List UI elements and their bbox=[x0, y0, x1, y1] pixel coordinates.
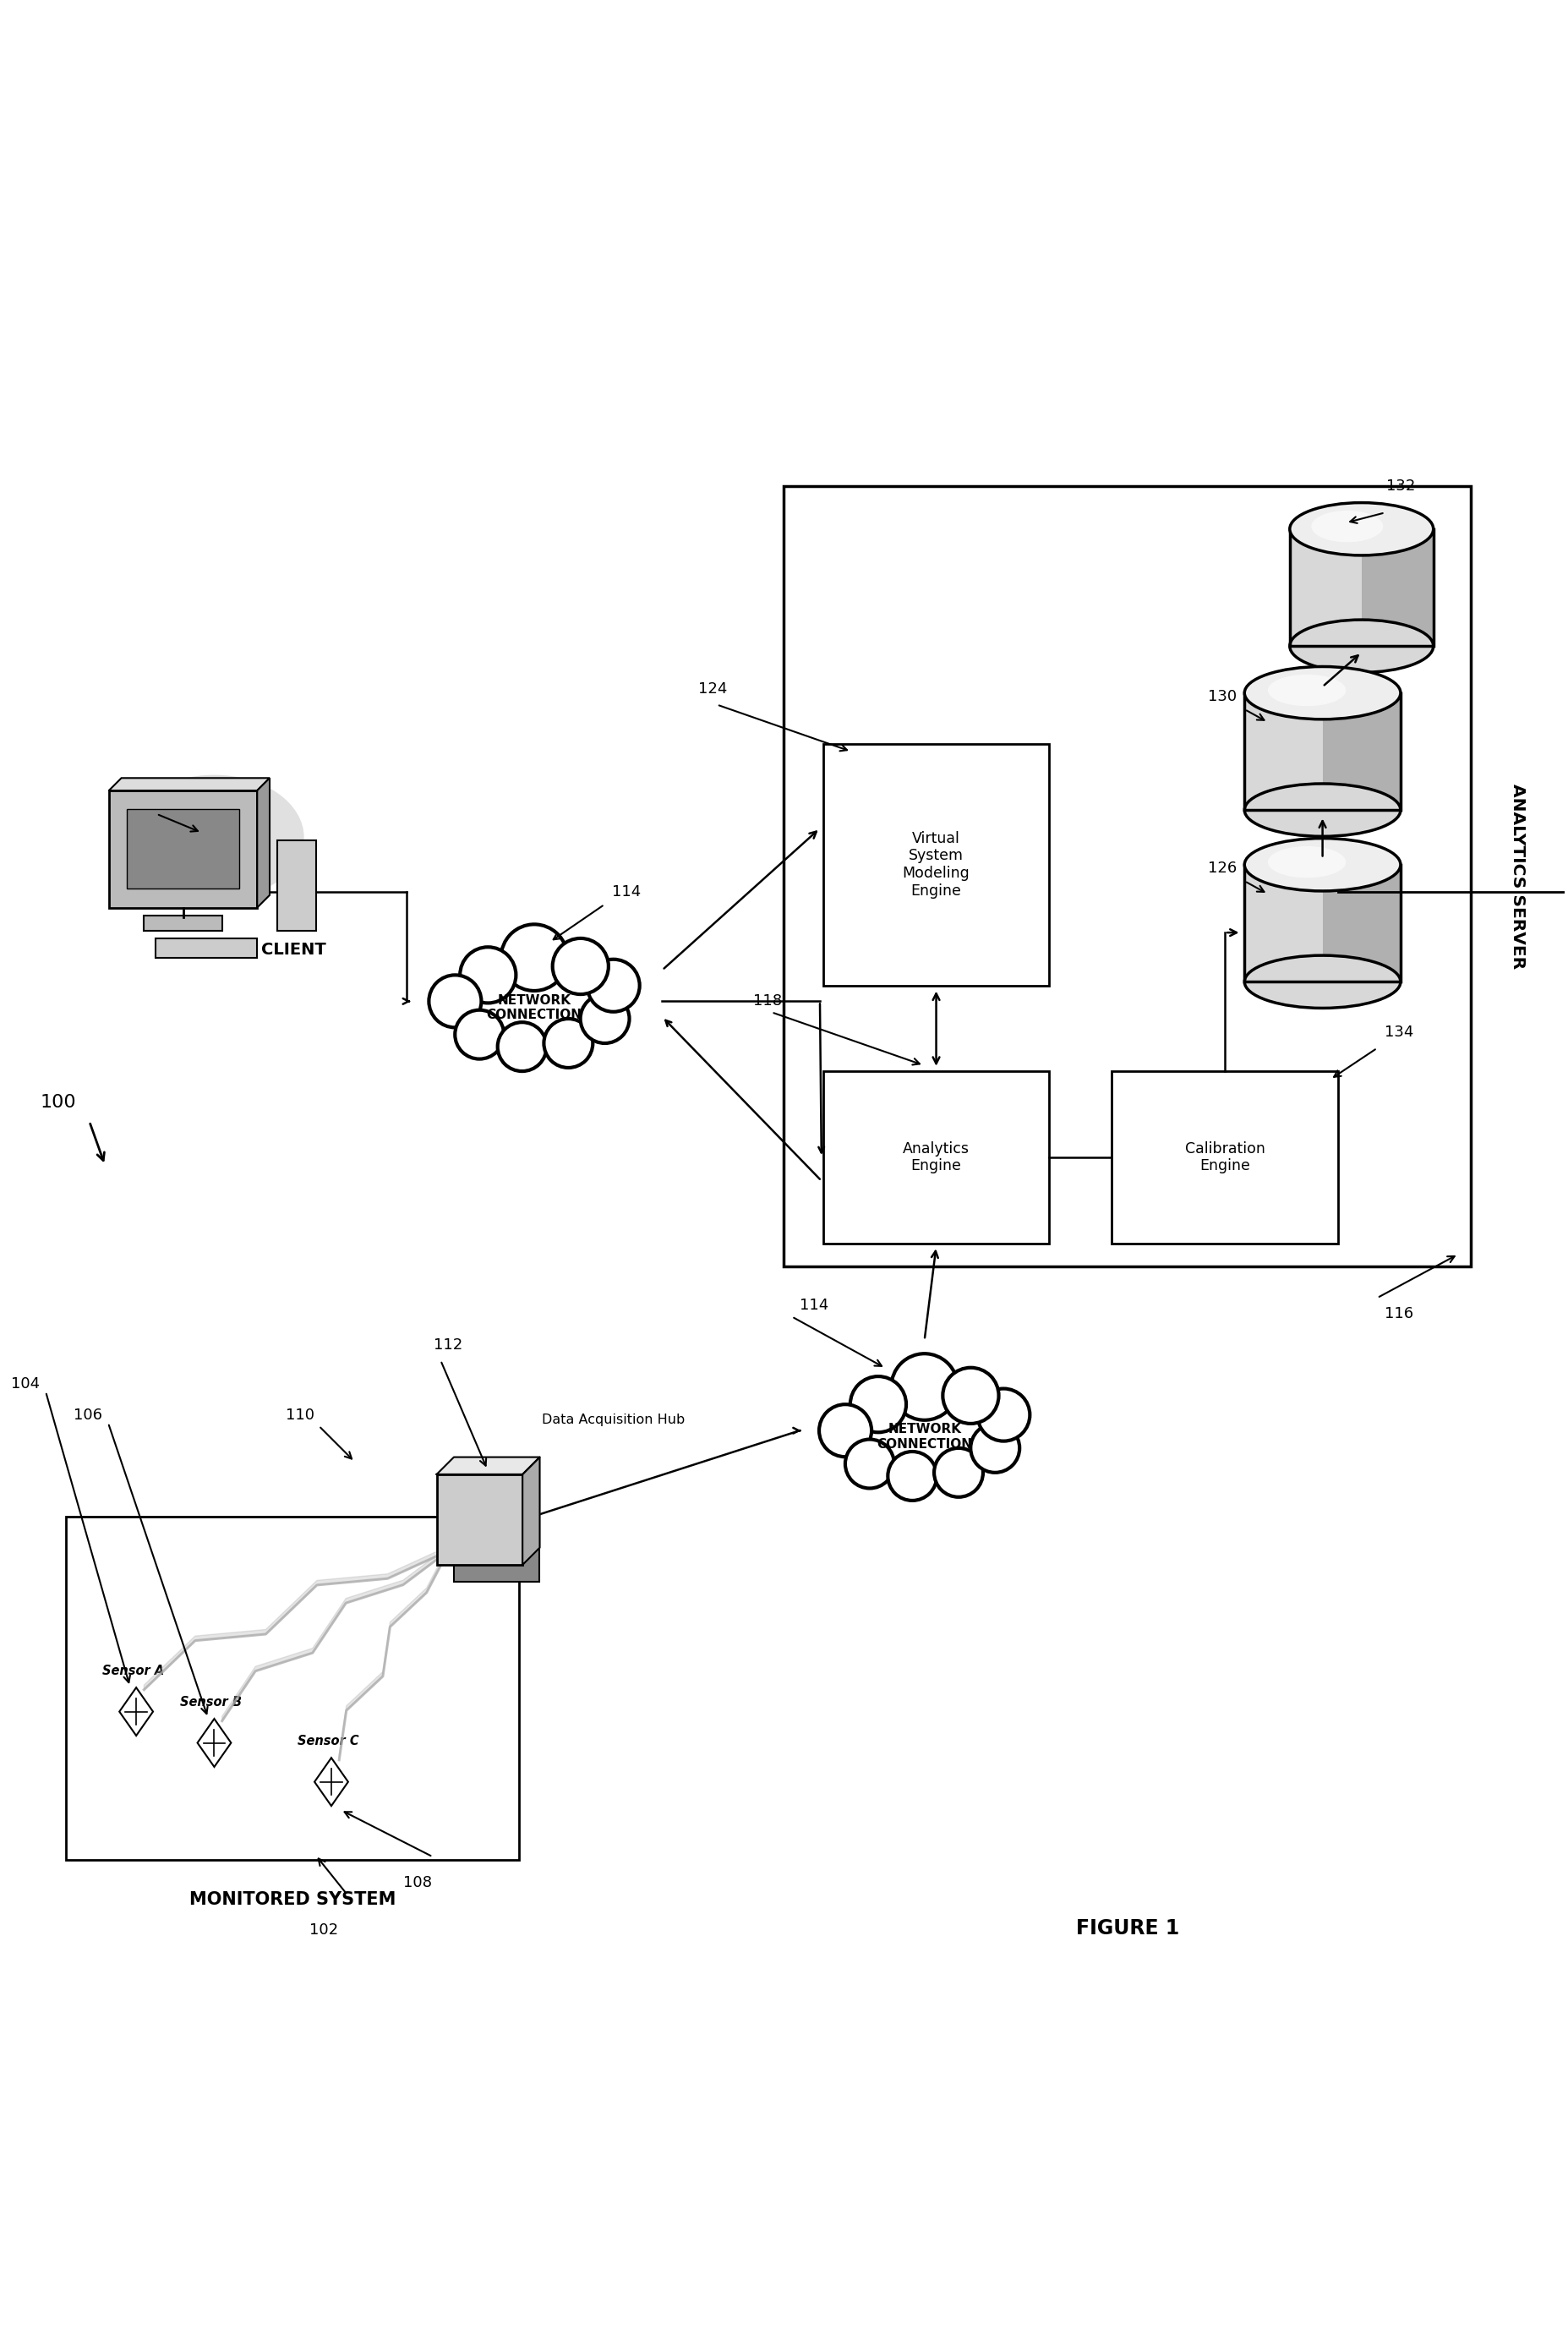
Text: 102: 102 bbox=[309, 1921, 339, 1938]
Text: 124: 124 bbox=[698, 680, 728, 697]
Bar bbox=[66, 1516, 519, 1860]
Ellipse shape bbox=[1245, 784, 1400, 838]
Bar bbox=[1245, 866, 1400, 981]
Bar bbox=[278, 840, 317, 931]
Ellipse shape bbox=[1245, 955, 1400, 1009]
Bar bbox=[1245, 692, 1400, 809]
Bar bbox=[1361, 528, 1433, 645]
Text: Sensor B: Sensor B bbox=[180, 1696, 241, 1708]
Bar bbox=[1290, 528, 1433, 645]
Ellipse shape bbox=[1245, 666, 1400, 720]
Polygon shape bbox=[223, 1546, 448, 1722]
Text: 106: 106 bbox=[74, 1408, 102, 1422]
Polygon shape bbox=[339, 1546, 448, 1760]
Text: CLIENT: CLIENT bbox=[262, 943, 326, 957]
Text: MONITORED SYSTEM: MONITORED SYSTEM bbox=[190, 1891, 395, 1907]
Text: 126: 126 bbox=[1207, 861, 1237, 875]
Bar bbox=[108, 791, 257, 908]
Polygon shape bbox=[144, 1546, 448, 1689]
Polygon shape bbox=[315, 1757, 348, 1806]
Bar bbox=[823, 744, 1049, 985]
Text: 118: 118 bbox=[753, 995, 781, 1009]
Text: Sensor C: Sensor C bbox=[298, 1734, 359, 1748]
Ellipse shape bbox=[1290, 502, 1433, 556]
Text: 114: 114 bbox=[800, 1297, 828, 1314]
Polygon shape bbox=[522, 1457, 539, 1565]
Text: FIGURE 1: FIGURE 1 bbox=[1076, 1919, 1179, 1938]
Ellipse shape bbox=[124, 774, 304, 901]
Text: 110: 110 bbox=[285, 1408, 315, 1422]
Text: 128: 128 bbox=[130, 791, 158, 807]
Text: Calibration
Engine: Calibration Engine bbox=[1185, 1140, 1265, 1173]
Ellipse shape bbox=[1269, 676, 1345, 706]
Bar bbox=[1112, 1072, 1338, 1243]
Bar bbox=[144, 915, 223, 931]
Ellipse shape bbox=[1269, 847, 1345, 877]
Text: 134: 134 bbox=[1385, 1025, 1414, 1039]
Text: 108: 108 bbox=[403, 1874, 431, 1891]
Text: NETWORK
CONNECTION: NETWORK CONNECTION bbox=[486, 995, 582, 1021]
Bar bbox=[823, 1072, 1049, 1243]
Text: Virtual
System
Modeling
Engine: Virtual System Modeling Engine bbox=[903, 830, 971, 899]
Polygon shape bbox=[119, 1687, 154, 1736]
Bar bbox=[1290, 528, 1433, 645]
Bar bbox=[784, 486, 1471, 1267]
Text: Data Acquisition Hub: Data Acquisition Hub bbox=[543, 1412, 685, 1426]
Text: 116: 116 bbox=[1385, 1307, 1414, 1321]
Bar bbox=[436, 1473, 522, 1565]
Bar bbox=[1245, 866, 1400, 981]
Ellipse shape bbox=[1311, 511, 1383, 542]
Bar bbox=[1245, 692, 1400, 809]
Text: ANALYTICS SERVER: ANALYTICS SERVER bbox=[1510, 784, 1526, 969]
Text: 112: 112 bbox=[434, 1337, 463, 1351]
Polygon shape bbox=[257, 779, 270, 908]
Text: 114: 114 bbox=[612, 884, 641, 899]
Ellipse shape bbox=[1245, 838, 1400, 891]
Text: 100: 100 bbox=[41, 1093, 77, 1112]
Bar bbox=[1322, 692, 1400, 809]
Polygon shape bbox=[198, 1720, 230, 1767]
Text: 130: 130 bbox=[1207, 690, 1237, 704]
Bar bbox=[453, 1492, 539, 1581]
Polygon shape bbox=[108, 779, 270, 791]
Bar bbox=[127, 809, 240, 889]
Text: NETWORK
CONNECTION: NETWORK CONNECTION bbox=[877, 1424, 972, 1450]
Text: 132: 132 bbox=[1386, 479, 1414, 495]
Bar bbox=[155, 938, 257, 957]
Text: Analytics
Engine: Analytics Engine bbox=[903, 1140, 969, 1173]
Text: Sensor A: Sensor A bbox=[102, 1666, 165, 1677]
Polygon shape bbox=[436, 1457, 539, 1473]
Bar bbox=[1322, 866, 1400, 981]
Text: 104: 104 bbox=[11, 1377, 41, 1391]
Ellipse shape bbox=[1290, 619, 1433, 673]
